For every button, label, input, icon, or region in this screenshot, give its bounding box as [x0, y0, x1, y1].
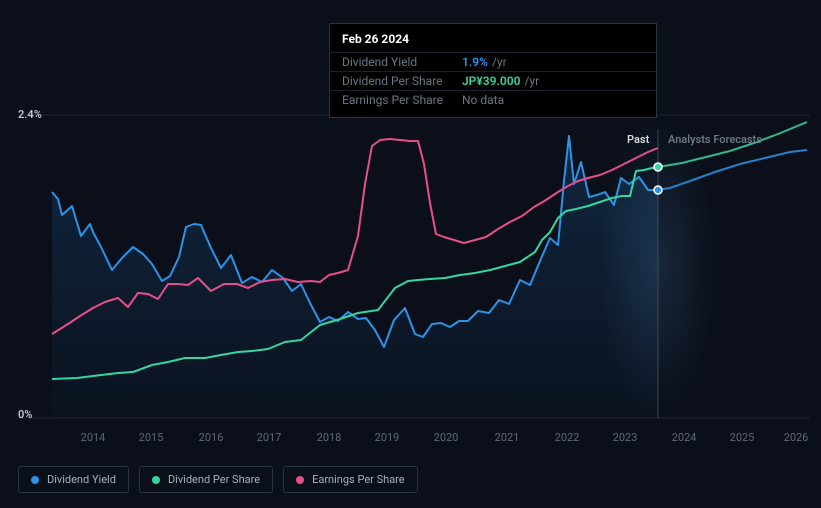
x-axis-year: 2015 — [139, 431, 164, 444]
forecast-label: Analysts Forecasts — [668, 133, 762, 146]
tooltip-value: JP¥39.000 — [462, 74, 520, 88]
tooltip-unit: /yr — [524, 74, 539, 88]
tooltip-value: No data — [462, 93, 504, 107]
x-axis-year: 2023 — [613, 431, 638, 444]
x-axis-year: 2026 — [784, 431, 809, 444]
chart-container: Feb 26 2024 Dividend Yield 1.9% /yr Divi… — [0, 0, 821, 508]
legend-dot-icon — [296, 476, 304, 484]
x-axis-year: 2019 — [375, 431, 400, 444]
y-axis-max: 2.4% — [18, 108, 42, 121]
tooltip-value: 1.9% — [462, 55, 488, 69]
x-axis-year: 2017 — [257, 431, 282, 444]
past-label: Past — [627, 133, 649, 146]
tooltip-row: Dividend Yield 1.9% /yr — [330, 52, 656, 71]
x-axis-year: 2014 — [81, 431, 106, 444]
legend-item-dividend-per-share[interactable]: Dividend Per Share — [139, 466, 273, 493]
legend-text: Dividend Per Share — [168, 473, 260, 486]
tooltip-label: Earnings Per Share — [342, 93, 462, 107]
legend-item-earnings-per-share[interactable]: Earnings Per Share — [283, 466, 418, 493]
legend-dot-icon — [31, 476, 39, 484]
x-axis-year: 2020 — [434, 431, 459, 444]
x-axis-year: 2022 — [555, 431, 580, 444]
tooltip-label: Dividend Yield — [342, 55, 462, 69]
x-axis-year: 2018 — [317, 431, 342, 444]
tooltip-row: Dividend Per Share JP¥39.000 /yr — [330, 71, 656, 90]
tooltip-date: Feb 26 2024 — [330, 32, 656, 52]
x-axis-year: 2021 — [495, 431, 520, 444]
tooltip-row: Earnings Per Share No data — [330, 90, 656, 109]
tooltip-unit: /yr — [492, 55, 507, 69]
chart-legend: Dividend Yield Dividend Per Share Earnin… — [18, 466, 418, 493]
y-axis-min: 0% — [18, 408, 32, 421]
legend-item-dividend-yield[interactable]: Dividend Yield — [18, 466, 129, 493]
tooltip-label: Dividend Per Share — [342, 74, 462, 88]
legend-text: Dividend Yield — [47, 473, 116, 486]
x-axis-year: 2025 — [730, 431, 755, 444]
x-axis-year: 2024 — [672, 431, 697, 444]
legend-text: Earnings Per Share — [312, 473, 405, 486]
legend-dot-icon — [152, 476, 160, 484]
chart-tooltip: Feb 26 2024 Dividend Yield 1.9% /yr Divi… — [329, 23, 657, 118]
x-axis-year: 2016 — [199, 431, 224, 444]
